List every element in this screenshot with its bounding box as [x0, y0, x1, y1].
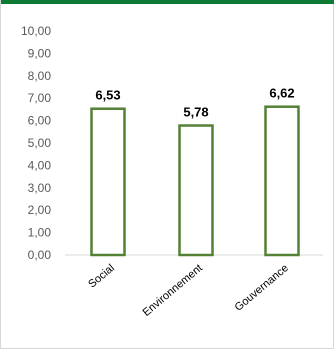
y-tick-label: 3,00 [28, 181, 52, 195]
x-category-label: Environnement [141, 262, 205, 319]
bar-environnement [178, 124, 214, 257]
x-category-label: Social [86, 262, 117, 290]
bar-social [90, 107, 126, 257]
y-tick-label: 4,00 [28, 158, 52, 172]
y-tick-label: 9,00 [28, 46, 52, 60]
y-tick-label: 5,00 [28, 136, 52, 150]
header-bar [1, 0, 334, 4]
y-tick-label: 7,00 [28, 91, 52, 105]
y-tick-label: 0,00 [28, 248, 52, 262]
data-label: 6,62 [269, 86, 294, 101]
y-tick-label: 1,00 [28, 226, 52, 240]
x-category-label: Gouvernance [233, 262, 291, 314]
data-label: 5,78 [183, 105, 208, 120]
y-tick-label: 8,00 [28, 69, 52, 83]
y-tick-label: 6,00 [28, 114, 52, 128]
bar-gouvernance [264, 105, 300, 257]
y-tick-label: 2,00 [28, 203, 52, 217]
y-tick-label: 10,00 [21, 24, 51, 38]
data-label: 6,53 [95, 88, 120, 103]
